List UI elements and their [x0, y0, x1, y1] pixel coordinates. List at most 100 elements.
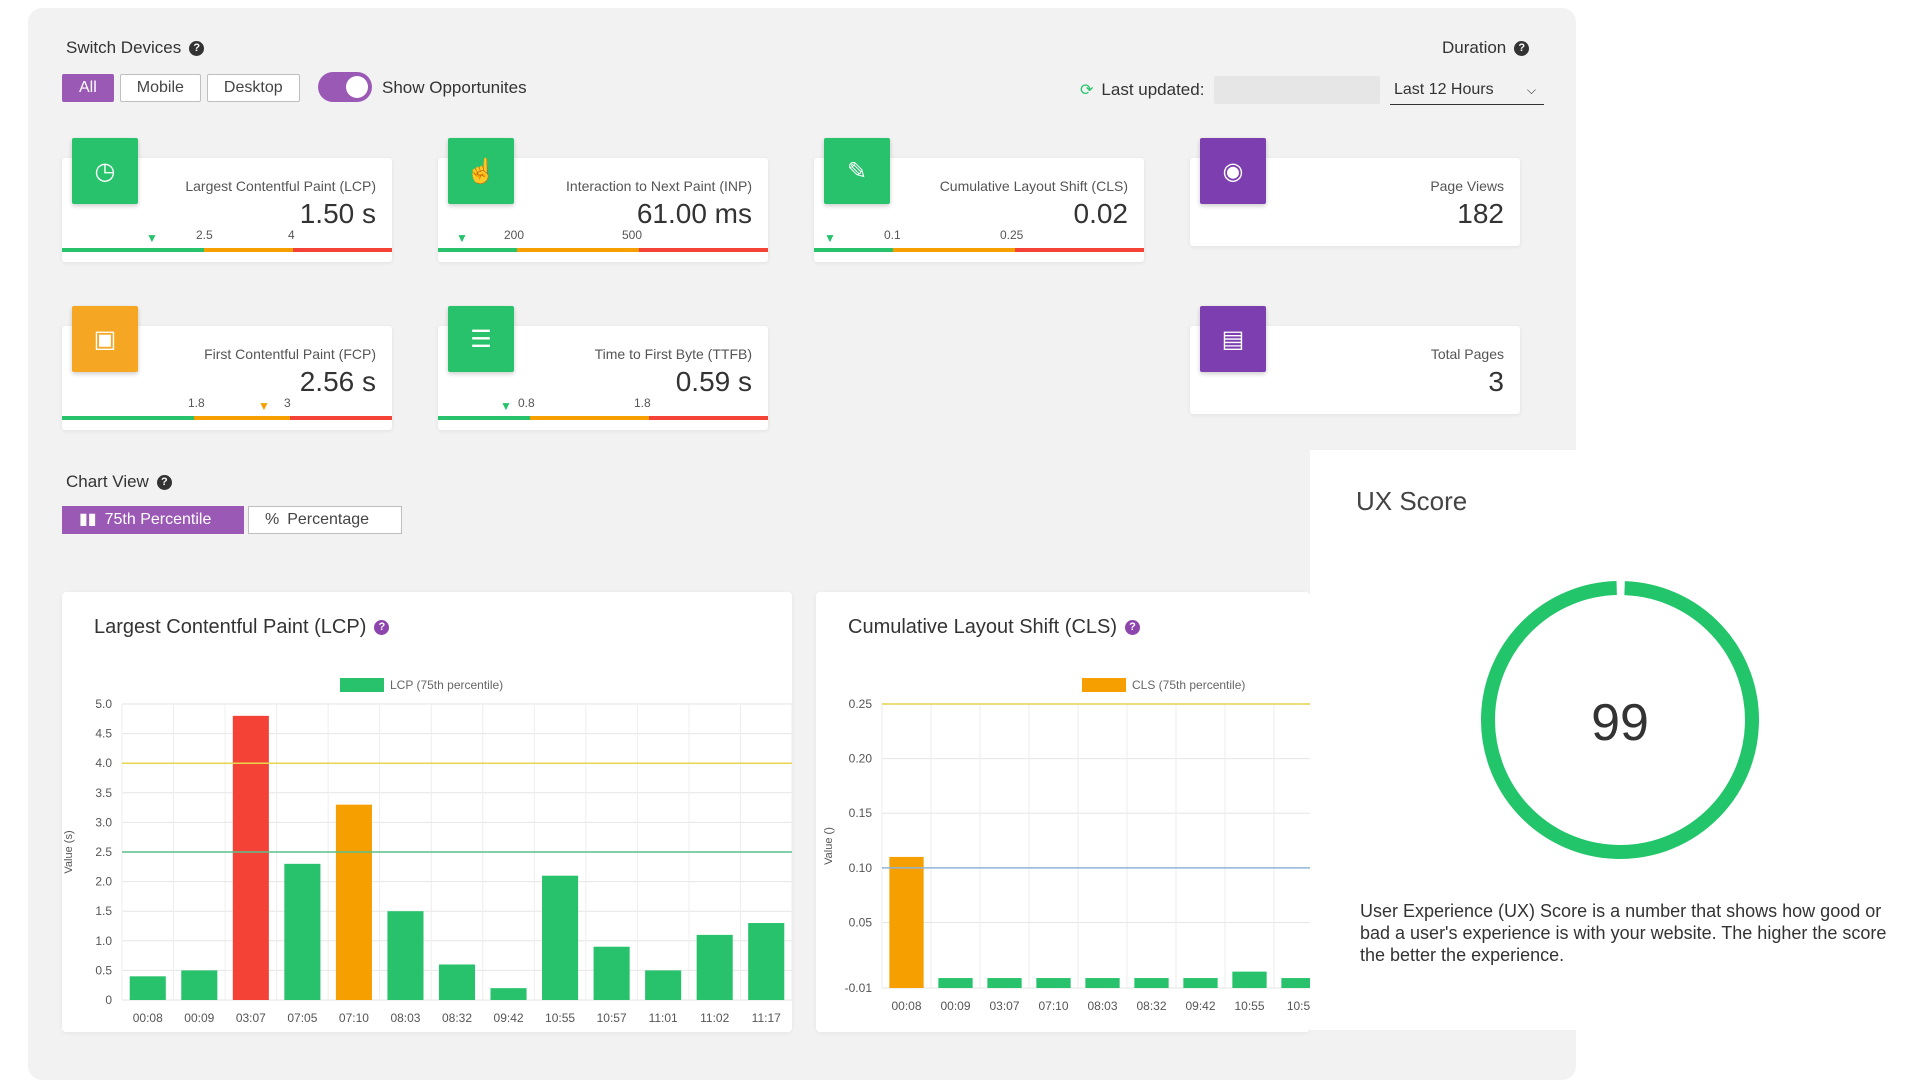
bar: [490, 988, 527, 1000]
metric-name: Cumulative Layout Shift (CLS): [939, 178, 1128, 194]
bar: [1036, 978, 1071, 988]
legend-swatch: [340, 678, 384, 692]
y-axis-label: Value (s): [63, 830, 75, 873]
x-tick-label: 03:07: [236, 1011, 266, 1025]
x-tick-label: 08:03: [390, 1011, 420, 1025]
bar: [938, 978, 973, 988]
bar: [889, 856, 924, 988]
eye-icon: ◉: [1200, 138, 1266, 204]
current-marker: ▼: [824, 231, 836, 245]
bar: [438, 964, 476, 1000]
x-tick-label: 00:09: [184, 1011, 214, 1025]
ux-score-title: UX Score: [1356, 486, 1468, 516]
x-tick-label: 03:07: [989, 999, 1019, 1013]
device-mobile-button[interactable]: Mobile: [119, 74, 201, 102]
y-tick-label: 2.0: [95, 875, 112, 889]
y-tick-label: 0.05: [849, 915, 873, 929]
threshold-bar: [438, 248, 768, 252]
legend-label: CLS (75th percentile): [1132, 678, 1245, 692]
x-tick-label: 10:55: [545, 1011, 575, 1025]
metric-name: Page Views: [1430, 178, 1504, 194]
lcp-bar-chart: LCP (75th percentile) 0 0.5 1.0 1.5 2.0 2.5 3.0…: [63, 678, 792, 1025]
cls-chart-card: Cumulative Layout Shift (CLS)? CLS (75th…: [816, 592, 1310, 1032]
threshold-poor: 0.25: [1000, 228, 1024, 242]
bar: [542, 875, 579, 1000]
chart-title: Largest Contentful Paint (LCP)?: [94, 616, 390, 639]
image-icon: ▣: [72, 306, 138, 372]
y-tick-label: 0.20: [849, 752, 873, 766]
x-tick-label: 07:10: [339, 1011, 369, 1025]
metric-card-inp: ☝ Interaction to Next Paint (INP) 61.00 …: [438, 138, 768, 262]
ux-score-description: User Experience (UX) Score is a number t…: [1360, 901, 1887, 965]
show-opportunities-toggle[interactable]: [318, 72, 372, 102]
threshold-poor: 3: [284, 396, 291, 410]
percentile-button[interactable]: ▮▮ 75th Percentile: [62, 506, 244, 534]
metric-card-fcp: ▣ First Contentful Paint (FCP) 2.56 s ▼ …: [62, 306, 392, 430]
document-icon: ▤: [1200, 306, 1266, 372]
switch-devices-label: Switch Devices?: [66, 38, 205, 58]
metric-value: 2.56 s: [299, 366, 376, 397]
metric-value: 0.59 s: [675, 366, 752, 397]
server-icon: ☰: [448, 306, 514, 372]
show-opportunities-label: Show Opportunites: [382, 78, 527, 97]
current-marker: ▼: [258, 399, 270, 413]
legend-label: LCP (75th percentile): [390, 678, 503, 692]
x-tick-label: 10:57: [597, 1011, 627, 1025]
toggle-knob: [346, 76, 368, 98]
x-tick-label: 08:32: [442, 1011, 472, 1025]
x-tick-label: 11:17: [752, 1011, 781, 1025]
percentage-button[interactable]: % Percentage: [248, 506, 402, 534]
refresh-icon[interactable]: ⟳: [1080, 82, 1094, 99]
x-tick-label: 08:03: [1087, 999, 1117, 1013]
metric-name: Total Pages: [1430, 346, 1504, 362]
ux-score-panel: UX Score 99 User Experience (UX) Score i…: [1310, 450, 1920, 1030]
y-tick-label: 0.5: [95, 963, 112, 977]
y-tick-label: 3.5: [95, 786, 112, 800]
x-tick-label: 00:08: [133, 1011, 163, 1025]
metric-value: 182: [1457, 198, 1504, 229]
y-tick-label: 0.10: [849, 861, 873, 875]
current-marker: ▼: [146, 231, 158, 245]
y-tick-label: 4.0: [95, 756, 112, 770]
current-marker: ▼: [456, 231, 468, 245]
bar: [1085, 978, 1120, 988]
device-buttons: All Mobile Desktop: [62, 74, 306, 102]
device-all-button[interactable]: All: [62, 74, 114, 102]
last-updated-value: [1214, 76, 1380, 104]
x-tick-label: 11:02: [700, 1011, 729, 1025]
clock-icon: ◷: [72, 138, 138, 204]
metric-value: 1.50 s: [299, 198, 376, 229]
device-desktop-button[interactable]: Desktop: [206, 74, 300, 102]
bar: [1183, 978, 1218, 988]
threshold-good: 1.8: [188, 396, 205, 410]
bar: [181, 970, 218, 1000]
x-tick-label: 11:01: [649, 1011, 678, 1025]
lcp-chart-card: Largest Contentful Paint (LCP)? LCP (75t…: [62, 592, 792, 1032]
y-axis-label: Value (): [823, 827, 835, 865]
ux-score-gauge: 99: [1481, 581, 1759, 859]
metric-name: First Contentful Paint (FCP): [204, 346, 376, 362]
legend-swatch: [1082, 678, 1126, 692]
help-icon[interactable]: ?: [374, 620, 390, 636]
bar: [129, 976, 166, 1000]
threshold-bar: [814, 248, 1144, 252]
y-tick-label: 0.15: [849, 806, 873, 820]
metric-value: 0.02: [1073, 198, 1129, 229]
help-icon[interactable]: ?: [156, 475, 172, 491]
threshold-bar: [62, 416, 392, 420]
x-tick-label: 10:55: [1234, 999, 1264, 1013]
help-icon[interactable]: ?: [189, 41, 205, 57]
y-tick-label: 0.25: [849, 697, 873, 711]
bar: [987, 978, 1022, 988]
bar: [748, 923, 785, 1000]
threshold-good: 0.1: [884, 228, 901, 242]
duration-select[interactable]: Last 12 Hours ⌵: [1390, 76, 1544, 105]
x-tick-label: 09:42: [1185, 999, 1215, 1013]
help-icon[interactable]: ?: [1514, 41, 1530, 57]
metric-name: Interaction to Next Paint (INP): [566, 178, 752, 194]
chevron-down-icon: ⌵: [1526, 83, 1536, 97]
x-tick-label: 07:10: [1038, 999, 1068, 1013]
help-icon[interactable]: ?: [1125, 620, 1141, 636]
metric-value: 61.00 ms: [636, 198, 752, 229]
metric-name: Time to First Byte (TTFB): [594, 346, 752, 362]
